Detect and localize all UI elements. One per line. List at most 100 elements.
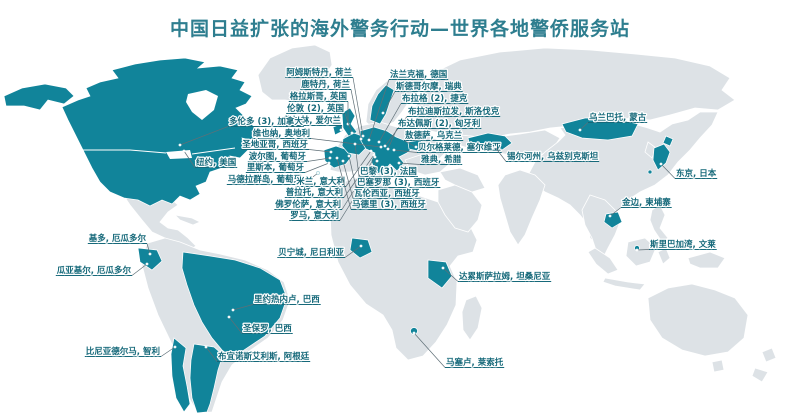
map-label: 基多, 厄瓜多尔 (87, 232, 152, 256)
map-label: 巴塞罗那 (3), 西班牙 (347, 154, 441, 189)
leader-line (146, 243, 151, 255)
map-label: 阿姆斯特丹, 荷兰 (285, 66, 365, 138)
map-label-text: 布拉格 (2), 捷克 (401, 93, 468, 104)
city-dot (369, 149, 373, 153)
map-label-text: 里约热内卢, 巴西 (254, 294, 320, 305)
highlight-mongolia (561, 117, 639, 141)
map-label: 斯德哥尔摩, 瑞典 (381, 80, 463, 115)
leader-line (339, 160, 378, 221)
map-label-text: 圣地亚哥, 西班牙 (241, 139, 308, 150)
city-dot (412, 331, 416, 335)
map-label: 罗马, 意大利 (289, 159, 379, 222)
map-label-text: 马德里 (3), 西班牙 (352, 199, 426, 210)
leader-line (302, 172, 319, 185)
map-label-text: 斯德哥尔摩, 瑞典 (396, 81, 462, 92)
city-dot (392, 148, 396, 152)
city-dot (231, 308, 235, 312)
map-label-text: 斯里巴加湾, 文莱 (650, 239, 716, 250)
highlight-cambodia (603, 211, 623, 229)
landmass-philippines (649, 204, 669, 243)
city-dot (347, 154, 351, 158)
city-dot (375, 159, 379, 163)
landmass-madagascar (461, 295, 483, 341)
map-label: 多伦多 (3), 加拿大 (178, 115, 305, 147)
map-label-text: 马塞卢, 莱索托 (446, 357, 504, 368)
landmass-new-zealand (751, 347, 777, 383)
city-dot (608, 214, 612, 218)
leader-line (348, 155, 357, 188)
leader-line (160, 346, 176, 357)
map-label: 马塞卢, 莱索托 (412, 331, 505, 369)
city-dot (227, 315, 231, 319)
map-label: 敖德萨, 乌克兰 (404, 129, 464, 149)
map-label: 斯里巴加湾, 文莱 (635, 238, 717, 252)
map-label-text: 贝宁城, 尼日利亚 (278, 247, 344, 258)
map-label-text: 瓜亚基尔, 厄瓜多尔 (57, 265, 132, 276)
city-dot (316, 171, 320, 175)
landmass-tasmania (711, 359, 725, 373)
leader-line (306, 157, 331, 162)
leader-line (345, 150, 372, 187)
city-dot (173, 345, 177, 349)
leader-line (310, 138, 382, 148)
leader-line (609, 207, 622, 217)
leader-line (342, 160, 354, 199)
map-label-text: 布达佩斯 (2), 匈牙利 (397, 118, 480, 129)
city-dot (204, 345, 208, 349)
landmass-india (497, 169, 546, 246)
map-label-text: 巴塞罗那 (3), 西班牙 (357, 177, 440, 188)
city-dot (353, 142, 357, 146)
map-label: 马德里 (3), 西班牙 (335, 156, 428, 211)
map-label-text: 米兰, 意大利 (296, 176, 345, 187)
usa-canada-border (72, 147, 236, 155)
map-label: 普拉托, 意大利 (285, 153, 376, 199)
city-dot (178, 143, 182, 147)
map-label: 波尔图, 葡萄牙 (248, 150, 332, 163)
highlight-tanzania (427, 259, 453, 289)
map-label-text: 贝尔格莱德, 塞尔维亚 (418, 142, 501, 153)
highlight-uk (341, 107, 358, 138)
city-dot (329, 150, 333, 154)
map-label-text: 伦敦 (2), 英国 (287, 103, 344, 114)
leader-line (378, 103, 402, 143)
map-label-text: 巴黎 (3), 法国 (360, 166, 417, 177)
city-dot (367, 138, 371, 142)
map-label: 瓦伦西亚, 西班牙 (341, 159, 421, 200)
map-label: 布拉迪斯拉发, 斯洛伐克 (383, 105, 501, 148)
highlight-layer (3, 57, 674, 414)
map-label-text: 布拉迪斯拉发, 斯洛伐克 (407, 106, 500, 117)
landmass-sumatra (587, 247, 619, 275)
map-label: 鹿特丹, 荷兰 (299, 78, 363, 141)
map-label: 里约热内卢, 巴西 (231, 293, 321, 312)
leader-line (308, 149, 332, 153)
city-dot (361, 134, 365, 138)
map-label-text: 东京, 日本 (676, 168, 717, 179)
map-label-text: 纽约, 美国 (196, 157, 236, 168)
map-label: 都柏林, 爱尔兰 (282, 114, 343, 132)
city-dot (148, 252, 152, 256)
landmass-australia (647, 283, 749, 357)
city-dot (377, 140, 381, 144)
map-label-text: 波尔图, 葡萄牙 (249, 151, 307, 162)
map-label: 东京, 日本 (659, 162, 718, 180)
highlight-alaska (3, 83, 75, 111)
map-label-text: 维也纳, 奥地利 (253, 128, 310, 139)
city-dot (397, 161, 401, 165)
leader-line (183, 150, 196, 168)
landmass-turkey (404, 154, 449, 176)
map-label: 瓜亚基尔, 厄瓜多尔 (56, 262, 149, 277)
highlight-sweden (369, 84, 395, 125)
map-label-text: 法兰克福, 德国 (390, 69, 447, 80)
city-dot (359, 244, 363, 248)
highlight-brazil (181, 251, 288, 359)
map-label: 金边, 柬埔寨 (608, 196, 672, 218)
highlight-kyushu (647, 169, 653, 175)
landmass-russia (414, 47, 736, 139)
map-label-text: 比尼亚德尔马, 智利 (86, 346, 160, 357)
map-label-text: 格拉斯哥, 英国 (290, 91, 347, 102)
leader-line (354, 143, 360, 177)
map-label-text: 瓦伦西亚, 西班牙 (354, 188, 420, 199)
city-dot (341, 159, 345, 163)
city-dot (635, 248, 639, 252)
